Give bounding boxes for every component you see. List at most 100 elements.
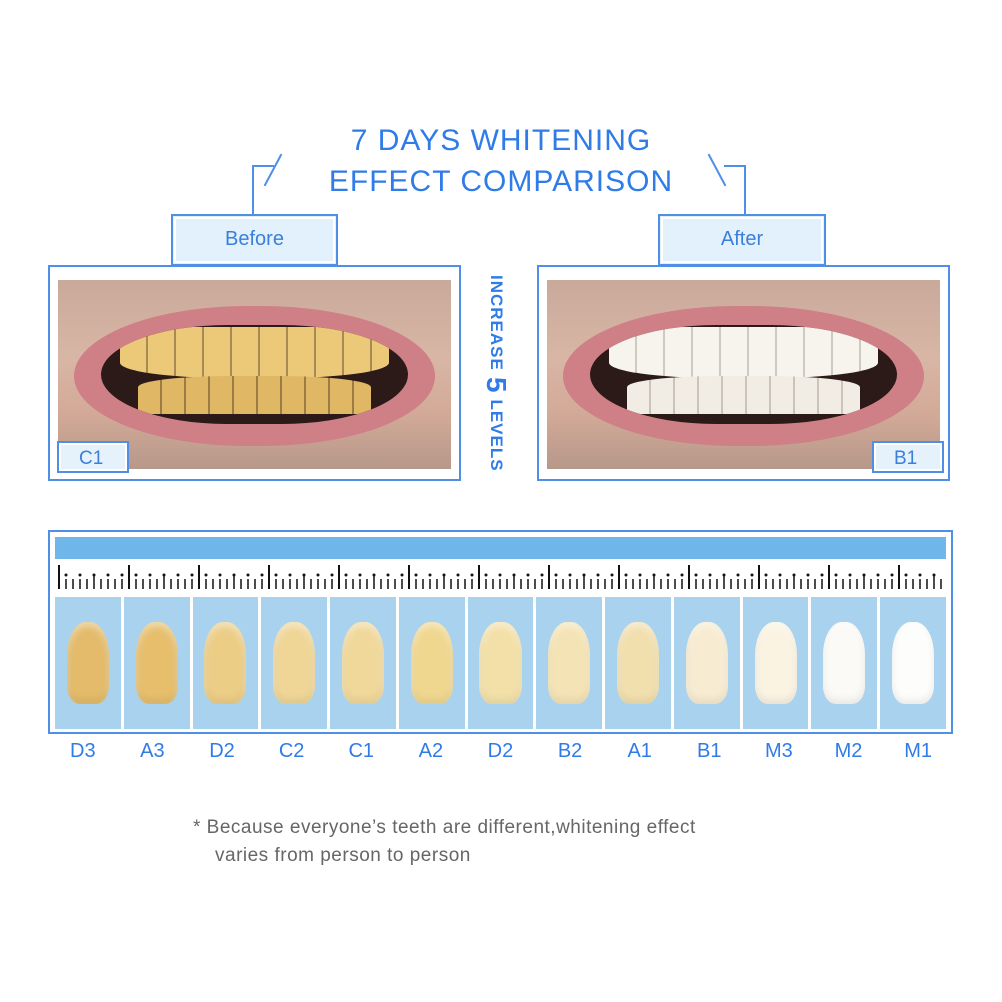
shade-label: D2 — [209, 740, 235, 762]
ruler-dot — [708, 573, 712, 577]
ruler-dot — [260, 573, 264, 577]
increase-prefix: INCREASE — [487, 274, 506, 371]
tooth-swatch — [892, 622, 935, 704]
before-shade-badge: C1 — [57, 441, 129, 473]
ruler-dot — [428, 573, 432, 577]
shade-tiles — [55, 597, 946, 729]
ruler-dot — [162, 573, 166, 577]
shade-label: A1 — [627, 740, 652, 762]
ruler-dot — [554, 573, 558, 577]
ruler-dot — [666, 573, 670, 577]
shade-tile — [192, 597, 259, 729]
shade-tile — [55, 597, 121, 729]
ruler-dot — [932, 573, 936, 577]
shade-label: A3 — [140, 740, 165, 762]
shade-tile — [536, 597, 603, 729]
shade-labels: D3 A3 D2 C2 C1 A2 D2 B2 A1 B1 M3 M2 M1 — [48, 740, 953, 763]
ruler-dot — [134, 573, 138, 577]
before-photo-frame: C1 — [48, 265, 461, 481]
after-photo — [547, 280, 940, 469]
after-shade-badge: B1 — [872, 441, 944, 473]
ruler-dot — [64, 573, 68, 577]
footnote-line-1: * Because everyone’s teeth are different… — [193, 817, 696, 838]
title-line-1: 7 DAYS WHITENING — [350, 124, 652, 157]
ruler-dot — [848, 573, 852, 577]
before-upper-teeth — [119, 327, 390, 379]
ruler-dot — [498, 573, 502, 577]
ruler-dot — [778, 573, 782, 577]
before-photo — [58, 280, 451, 469]
ruler-dot — [806, 573, 810, 577]
ruler-dot — [386, 573, 390, 577]
ruler-dot — [372, 573, 376, 577]
ruler-dot — [288, 573, 292, 577]
tooth-swatch — [273, 622, 316, 704]
ruler-dot — [274, 573, 278, 577]
after-connector — [724, 165, 746, 215]
shade-label: M2 — [834, 740, 863, 762]
ruler-dot — [694, 573, 698, 577]
ruler-dot — [834, 573, 838, 577]
shade-label: A2 — [418, 740, 444, 762]
ruler-dot — [512, 573, 516, 577]
shade-tile — [811, 597, 878, 729]
before-lower-teeth — [138, 376, 371, 414]
ruler-dot — [190, 573, 194, 577]
title-line-2: EFFECT COMPARISON — [328, 165, 674, 198]
increase-levels-text: INCREASE 5 LEVELS — [481, 258, 512, 488]
ruler-dot — [442, 573, 446, 577]
shade-tile — [673, 597, 740, 729]
shade-tile — [467, 597, 534, 729]
ruler-dot — [484, 573, 488, 577]
ruler-dot — [540, 573, 544, 577]
ruler-dot — [358, 573, 362, 577]
increase-suffix: LEVELS — [487, 399, 506, 472]
shade-label: B1 — [697, 740, 722, 762]
shade-guide-bar — [55, 537, 946, 559]
ruler-dot — [78, 573, 82, 577]
ruler-dot — [680, 573, 684, 577]
ruler-dot — [120, 573, 124, 577]
tooth-swatch — [135, 622, 178, 704]
shade-label: D2 — [487, 740, 514, 762]
ruler-dot — [568, 573, 572, 577]
ruler-dot — [148, 573, 152, 577]
shade-tile — [880, 597, 946, 729]
after-label: After — [658, 214, 826, 266]
shade-label: M1 — [904, 740, 933, 762]
before-mouth — [101, 325, 408, 424]
shade-tile — [605, 597, 671, 729]
ruler-dot — [918, 573, 922, 577]
ruler-dot — [652, 573, 656, 577]
shade-guide-panel — [48, 530, 953, 734]
ruler-dot — [582, 573, 586, 577]
ruler-dot — [624, 573, 628, 577]
ruler-dot — [750, 573, 754, 577]
tooth-swatch — [685, 622, 728, 704]
shade-tile — [123, 597, 190, 729]
increase-number: 5 — [481, 376, 512, 394]
shade-label: B2 — [557, 740, 583, 762]
shade-label: C2 — [278, 740, 305, 762]
tooth-swatch — [341, 622, 384, 704]
tooth-swatch — [616, 622, 660, 704]
ruler-dot — [316, 573, 320, 577]
ruler-dot — [246, 573, 250, 577]
tooth-swatch — [479, 622, 522, 704]
ruler-dot — [330, 573, 334, 577]
ruler-dot — [302, 573, 306, 577]
ruler-dot — [764, 573, 768, 577]
shade-tile — [330, 597, 396, 729]
ruler-dot — [722, 573, 726, 577]
tooth-swatch — [66, 622, 109, 704]
shade-tile — [261, 597, 328, 729]
ruler-dot — [456, 573, 460, 577]
shade-label: M3 — [765, 740, 793, 762]
tooth-swatch — [548, 622, 591, 704]
after-mouth — [590, 325, 897, 424]
tooth-swatch — [410, 622, 453, 704]
after-upper-teeth — [608, 327, 879, 379]
shade-tile — [398, 597, 465, 729]
ruler-dot — [414, 573, 418, 577]
ruler-dot — [596, 573, 600, 577]
